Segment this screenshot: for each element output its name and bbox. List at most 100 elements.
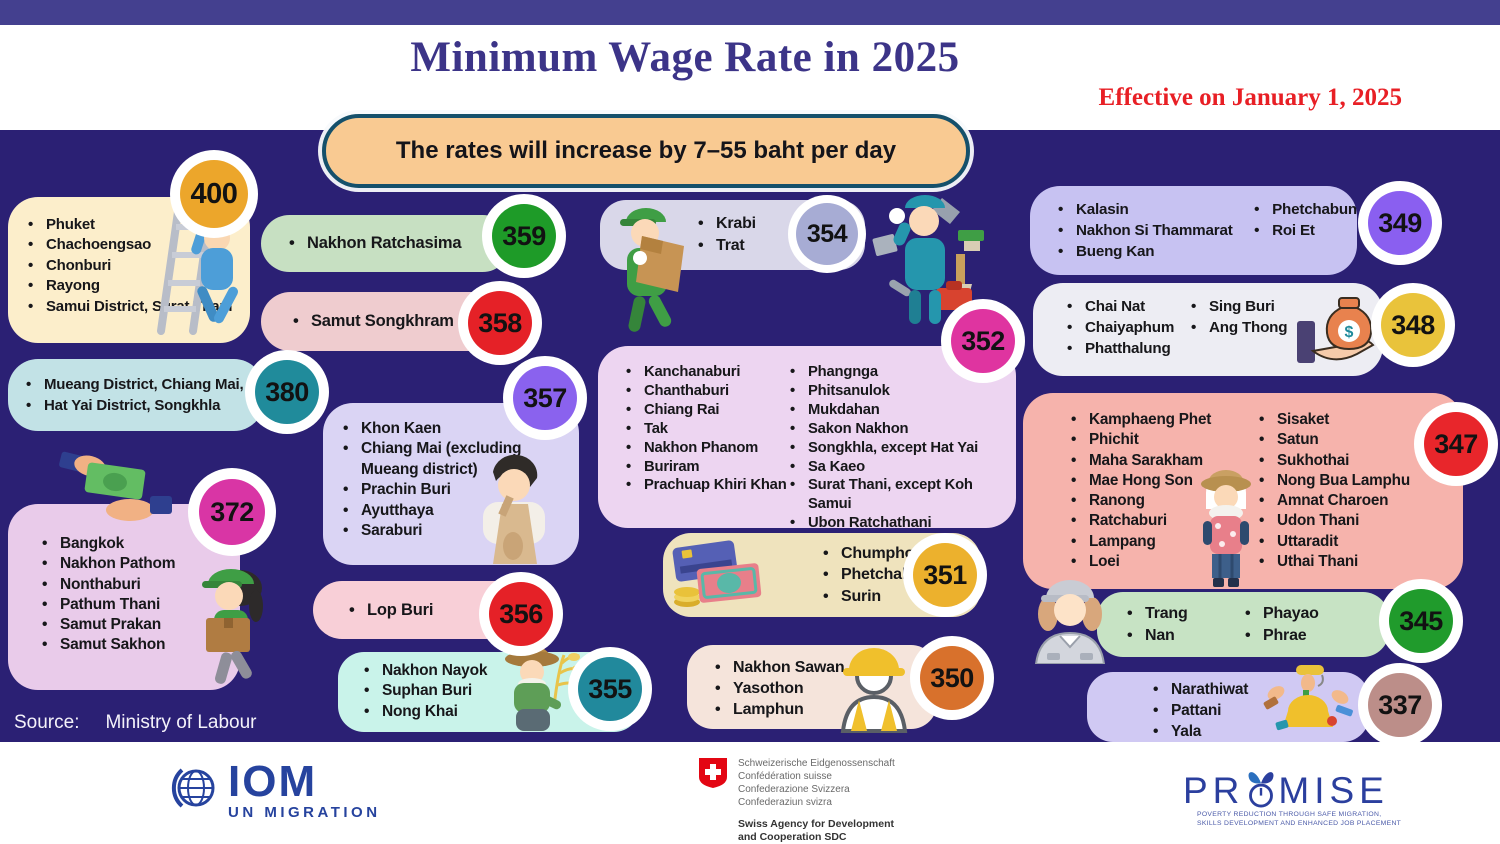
promise-tagline-1: POVERTY REDUCTION THROUGH SAFE MIGRATION… (1197, 811, 1382, 818)
rate-badge-351: 351 (903, 533, 987, 617)
rate-value-357: 357 (513, 366, 577, 430)
province-item: Chonburi (26, 256, 244, 277)
province-item: Loei (1069, 552, 1257, 573)
promise-tagline-2: SKILLS DEVELOPMENT AND ENHANCED JOB PLAC… (1197, 819, 1402, 827)
province-item: Mae Hong Son (1069, 471, 1257, 492)
rate-badge-349: 349 (1358, 181, 1442, 265)
rate-badge-350: 350 (910, 636, 994, 720)
province-item: Tak (624, 420, 788, 439)
province-item: Hat Yai District, Songkhla (24, 395, 243, 416)
province-item: Chachoengsao (26, 235, 244, 256)
sdc-logo: Schweizerische Eidgenossenschaft Confédé… (698, 757, 895, 844)
wage-group-359-box: Nakhon Ratchasima (261, 215, 511, 272)
province-list-349-col1: KalasinNakhon Si ThammaratBueng Kan (1056, 199, 1252, 275)
province-item: Lamphun (713, 699, 937, 720)
province-item: Prachin Buri (341, 480, 543, 501)
province-item: Yasothon (713, 678, 937, 699)
rate-badge-380: 380 (245, 350, 329, 434)
province-item: Mueang District, Chiang Mai, (24, 374, 244, 395)
wage-group-347-box: Kamphaeng PhetPhichitMaha SarakhamMae Ho… (1023, 393, 1463, 589)
sdc-agency-1: Swiss Agency for Development (738, 818, 894, 830)
province-list-352-col1: KanchanaburiChanthaburiChiang RaiTakNakh… (624, 363, 788, 520)
province-list-352-col2: PhangngaPhitsanulokMukdahanSakon NakhonS… (788, 363, 1010, 533)
rate-badge-355: 355 (568, 647, 652, 731)
province-list-354: KrabiTrat (696, 213, 756, 257)
rate-value-358: 358 (468, 291, 532, 355)
sdc-line-2: Confédération suisse (738, 771, 832, 782)
page-title: Minimum Wage Rate in 2025 (410, 34, 960, 81)
rate-value-400: 400 (180, 160, 248, 228)
province-item: Ratchaburi (1069, 511, 1257, 532)
province-item: Uthai Thani (1257, 552, 1410, 573)
province-item: Bangkok (40, 534, 234, 555)
rate-value-380: 380 (255, 360, 319, 424)
province-list-347-col1: Kamphaeng PhetPhichitMaha SarakhamMae Ho… (1069, 410, 1257, 589)
rate-badge-356: 356 (479, 572, 563, 656)
province-item: Bueng Kan (1056, 241, 1252, 262)
top-accent-bar (0, 0, 1500, 25)
province-list-356: Lop Buri (347, 600, 433, 621)
province-list-355: Nakhon NayokSuphan BuriNong Khai (362, 661, 640, 723)
province-item: Pattani (1151, 700, 1369, 721)
iom-logo: IOM UN MIGRATION (168, 760, 381, 822)
province-list-348-col2: Sing BuriAng Thong (1189, 296, 1288, 376)
province-item: Roi Et (1252, 220, 1357, 241)
province-item: Trang (1125, 603, 1243, 625)
province-item: Phitsanulok (788, 382, 1010, 401)
rate-badge-345: 345 (1379, 579, 1463, 663)
province-item: Satun (1257, 430, 1410, 451)
province-item: Kalasin (1056, 199, 1252, 220)
header-band (0, 25, 1500, 130)
iom-logo-text: IOM UN MIGRATION (228, 760, 381, 822)
wage-group-348-box: Chai NatChaiyaphumPhatthalung Sing BuriA… (1033, 283, 1383, 376)
province-item: Ayutthaya (341, 501, 543, 522)
province-item: Phayao (1243, 603, 1319, 625)
province-list-345-col2: PhayaoPhrae (1243, 603, 1319, 647)
province-item: Trat (696, 235, 756, 257)
province-list-359: Nakhon Ratchasima (287, 233, 462, 254)
province-item: Lampang (1069, 532, 1257, 553)
province-item: Phichit (1069, 430, 1257, 451)
sdc-agency-2: and Cooperation SDC (738, 831, 847, 843)
wage-group-337-box: NarathiwatPattaniYala (1087, 672, 1369, 742)
promise-name-start: PR (1183, 770, 1245, 811)
province-item: Udon Thani (1257, 511, 1410, 532)
province-item: Kamphaeng Phet (1069, 410, 1257, 431)
sdc-line-4: Confederaziun svizra (738, 797, 832, 808)
source-line: Source: Ministry of Labour (14, 712, 257, 734)
province-list-357: Khon KaenChiang Mai (excluding Mueang di… (341, 419, 543, 542)
province-item: Nakhon Phanom (624, 439, 788, 458)
province-item: Maha Sarakham (1069, 451, 1257, 472)
province-item: Phetchabun (1252, 199, 1357, 220)
iom-globe-icon (168, 762, 220, 814)
province-item: Nakhon Pathom (40, 554, 234, 575)
rate-value-356: 356 (489, 582, 553, 646)
effective-date-note: Effective on January 1, 2025 (1098, 84, 1402, 111)
province-item: Ubon Ratchathani (788, 514, 1010, 533)
province-list-380: Mueang District, Chiang Mai,Hat Yai Dist… (24, 374, 244, 416)
rate-badge-400: 400 (170, 150, 258, 238)
province-item: Samut Prakan (40, 615, 234, 636)
province-item: Ang Thong (1189, 317, 1288, 338)
iom-subtitle: UN MIGRATION (228, 804, 381, 821)
rate-badge-358: 358 (458, 281, 542, 365)
province-item: Prachuap Khiri Khan (624, 476, 788, 495)
rate-badge-348: 348 (1371, 283, 1455, 367)
rate-badge-337: 337 (1358, 663, 1442, 747)
province-item: Nan (1125, 625, 1243, 647)
province-item: Nakhon Nayok (362, 661, 640, 682)
province-item: Nonthaburi (40, 575, 234, 596)
source-label: Source: (14, 712, 80, 733)
province-item: Amnat Charoen (1257, 491, 1410, 512)
rate-badge-347: 347 (1414, 402, 1498, 486)
rate-value-348: 348 (1381, 293, 1445, 357)
rate-badge-352: 352 (941, 299, 1025, 383)
province-item: Nakhon Sawan (713, 657, 937, 678)
sdc-line-3: Confederazione Svizzera (738, 784, 850, 795)
province-list-345-col1: TrangNan (1125, 603, 1243, 647)
wage-group-349-box: KalasinNakhon Si ThammaratBueng Kan Phet… (1030, 186, 1357, 275)
rate-badge-357: 357 (503, 356, 587, 440)
source-value: Ministry of Labour (105, 712, 257, 733)
province-item: Nong Khai (362, 702, 640, 723)
rate-value-347: 347 (1424, 412, 1488, 476)
